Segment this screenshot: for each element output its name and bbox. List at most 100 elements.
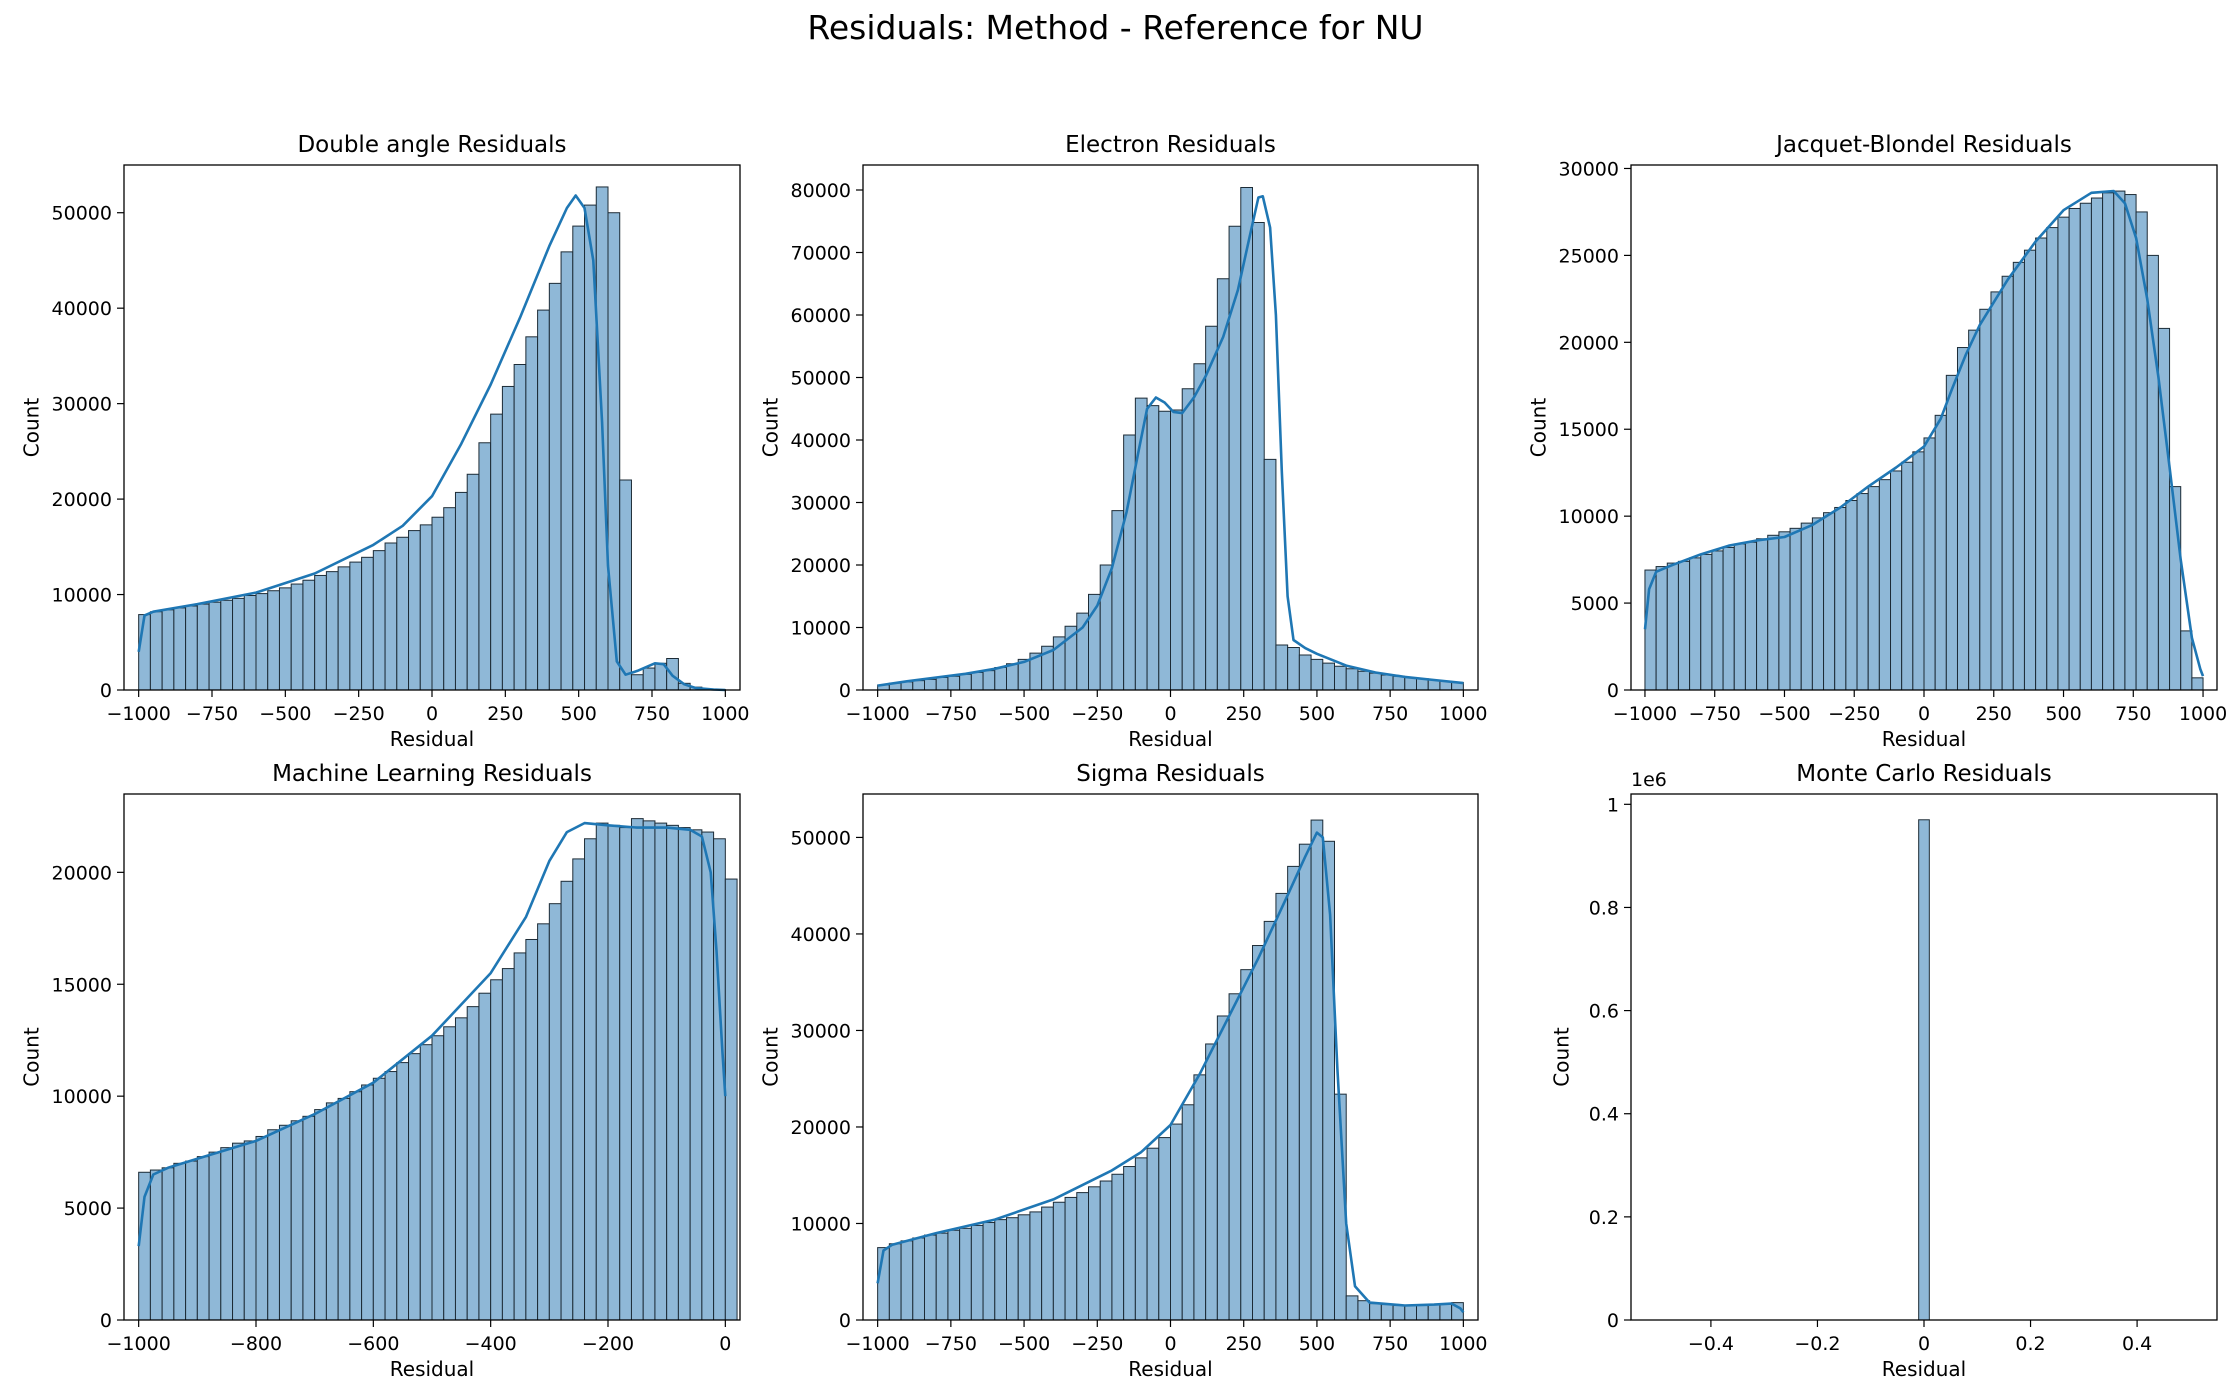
y-tick-label: 60000	[791, 305, 851, 327]
histogram-bar	[900, 1240, 914, 1321]
y-tick-label: 50000	[52, 203, 112, 225]
histogram-bar	[1867, 486, 1880, 691]
histogram-bar	[1205, 1043, 1218, 1321]
subplot-title: Electron Residuals	[1065, 132, 1276, 158]
y-tick-label: 0.2	[1589, 1207, 1619, 1229]
histogram-bar	[1076, 1192, 1090, 1321]
histogram-bar	[1111, 1173, 1125, 1321]
subplot-1: −1000 −750 −500 −250 0 250 500 750 1000010000200…	[20, 132, 750, 751]
y-tick-label: 0	[100, 680, 112, 702]
histogram-bar	[361, 556, 374, 691]
x-tick-label: 1000	[1439, 703, 1487, 725]
x-axis-label: Residual	[1128, 1357, 1212, 1381]
histogram-bar	[1345, 1295, 1359, 1321]
y-tick-label: 10000	[791, 618, 851, 640]
histogram-bar	[372, 1077, 386, 1321]
histogram-bar	[1416, 1305, 1429, 1321]
x-tick-label: 250	[487, 703, 523, 725]
histogram-bar	[196, 1156, 210, 1321]
histogram-bar	[642, 667, 656, 691]
x-tick-label: 500	[2045, 703, 2081, 725]
histogram-bar	[1240, 969, 1254, 1321]
histogram-bar	[1310, 658, 1324, 691]
x-tick-label: 750	[1372, 703, 1408, 725]
x-tick-label: 0	[1918, 1333, 1930, 1355]
histogram-bar	[1287, 865, 1300, 1321]
histogram-bar	[1655, 566, 1668, 691]
kde-line	[1643, 189, 2205, 677]
histogram-bar	[666, 824, 679, 1321]
histogram-bar	[1345, 668, 1359, 691]
x-tick-label: −400	[465, 1333, 517, 1355]
x-axis-label: Residual	[1882, 727, 1966, 751]
y-tick-label: 80000	[791, 180, 851, 202]
x-tick-label: −1000	[107, 1333, 171, 1355]
histogram-bar	[1158, 1137, 1172, 1321]
histogram-bar	[490, 413, 503, 691]
histogram-bar	[1041, 1206, 1054, 1321]
x-tick-label: −0.2	[1794, 1333, 1840, 1355]
histogram-bar	[408, 530, 421, 691]
histogram-bar	[1404, 677, 1418, 691]
x-tick-label: 1000	[2179, 703, 2227, 725]
histogram-bar	[384, 542, 398, 691]
histogram-bar	[560, 880, 574, 1321]
histogram-bar	[1956, 347, 1970, 691]
plot-frame	[123, 793, 741, 1321]
histogram-bar	[302, 1115, 316, 1321]
y-axis-label: Count	[20, 398, 44, 458]
histogram-bar	[1990, 291, 2003, 691]
histogram-bar	[1392, 675, 1406, 691]
histogram-bar	[1800, 522, 1813, 691]
y-axis-label: Count	[759, 398, 783, 458]
histogram-bar	[185, 605, 198, 691]
histogram-bar	[1263, 920, 1277, 1321]
histogram-bar	[314, 1109, 327, 1321]
y-tick-label: 50000	[791, 827, 851, 849]
histogram-bar	[1700, 553, 1713, 691]
histogram-bar	[302, 579, 316, 691]
histogram-bar	[537, 309, 550, 691]
histogram-bar	[970, 672, 984, 691]
histogram-bar	[1240, 187, 1254, 691]
histogram-bar	[982, 1222, 996, 1321]
histogram-bar	[959, 1227, 972, 1321]
histogram-bar	[2124, 194, 2137, 691]
histogram-bar	[513, 364, 527, 691]
histogram-bar	[173, 1162, 187, 1321]
x-tick-label: −500	[998, 703, 1050, 725]
histogram-bar	[1275, 892, 1289, 1321]
histogram-bar	[1205, 325, 1218, 691]
histogram-bar	[1733, 543, 1746, 691]
subplot-2: −1000 −750 −500 −250 0 250 500 750 1000010000200…	[759, 132, 1488, 751]
histogram-bar	[525, 938, 539, 1321]
histogram-bar	[1756, 538, 1769, 691]
histogram-bar	[337, 566, 351, 691]
histogram-bar	[1252, 945, 1265, 1321]
histogram-bar	[1923, 437, 1936, 691]
histogram-bar	[912, 680, 925, 691]
histogram-bar	[443, 507, 456, 691]
y-tick-label: 70000	[791, 243, 851, 265]
histogram-bar	[1369, 1303, 1382, 1321]
histogram-bar	[1099, 1180, 1113, 1321]
y-tick-label: 0	[100, 1310, 112, 1332]
histogram-bar	[466, 473, 480, 691]
y-tick-label: 40000	[791, 924, 851, 946]
histogram-bar	[1252, 222, 1265, 691]
histogram-bar	[1216, 1015, 1230, 1321]
histogram-bar	[1666, 562, 1679, 691]
histogram-bar	[1134, 1157, 1148, 1321]
histogram-bar	[1934, 414, 1947, 691]
figure-title: Residuals: Method - Reference for NU	[807, 8, 1424, 47]
histogram-bar	[1052, 1201, 1066, 1321]
x-tick-label: −800	[230, 1333, 282, 1355]
histogram-bar	[1334, 665, 1347, 691]
histogram-bar	[1890, 470, 1903, 691]
histogram-bar	[1845, 500, 1858, 691]
histogram-bar	[161, 1167, 175, 1321]
histogram-bar	[607, 824, 621, 1321]
histogram-bar	[572, 225, 586, 691]
histogram-bar	[1945, 374, 1958, 691]
histogram-bar	[2180, 630, 2193, 691]
